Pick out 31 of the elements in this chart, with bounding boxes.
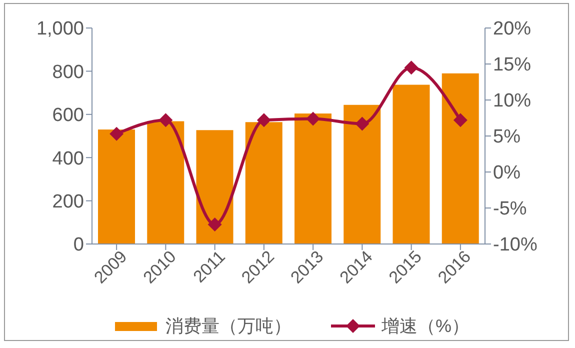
bar	[196, 130, 234, 244]
y2-tick-label: 0%	[493, 162, 521, 184]
y-tick-label: 600	[52, 105, 84, 126]
y2-tick-label: 5%	[493, 126, 521, 148]
bar	[442, 73, 479, 244]
y-tick-label: 0	[73, 234, 84, 256]
y2-tick-label: 15%	[493, 54, 532, 76]
y2-tick-label: 20%	[493, 18, 532, 40]
point	[306, 112, 320, 126]
y2-tick-label: -5%	[493, 198, 527, 220]
point	[208, 218, 222, 232]
y-tick-label: 200	[52, 192, 84, 213]
point	[110, 126, 124, 141]
legend-label: 增速（%）	[381, 315, 470, 338]
bar	[98, 130, 135, 244]
legend-label: 消费量（万吨）	[165, 315, 292, 338]
point	[453, 113, 468, 128]
bar	[392, 84, 430, 244]
y2-tick-label: -10%	[493, 234, 538, 256]
bar	[344, 104, 381, 244]
point	[256, 113, 271, 128]
point	[404, 60, 418, 75]
y-tick-label: 1,000	[36, 18, 84, 40]
point	[158, 113, 173, 128]
y-tick-label: 800	[52, 62, 84, 83]
y2-tick-label: 10%	[493, 90, 532, 112]
y-tick-label: 400	[52, 148, 84, 170]
bar	[294, 114, 332, 244]
point	[355, 116, 370, 131]
bar	[147, 121, 184, 244]
bar	[245, 122, 282, 244]
